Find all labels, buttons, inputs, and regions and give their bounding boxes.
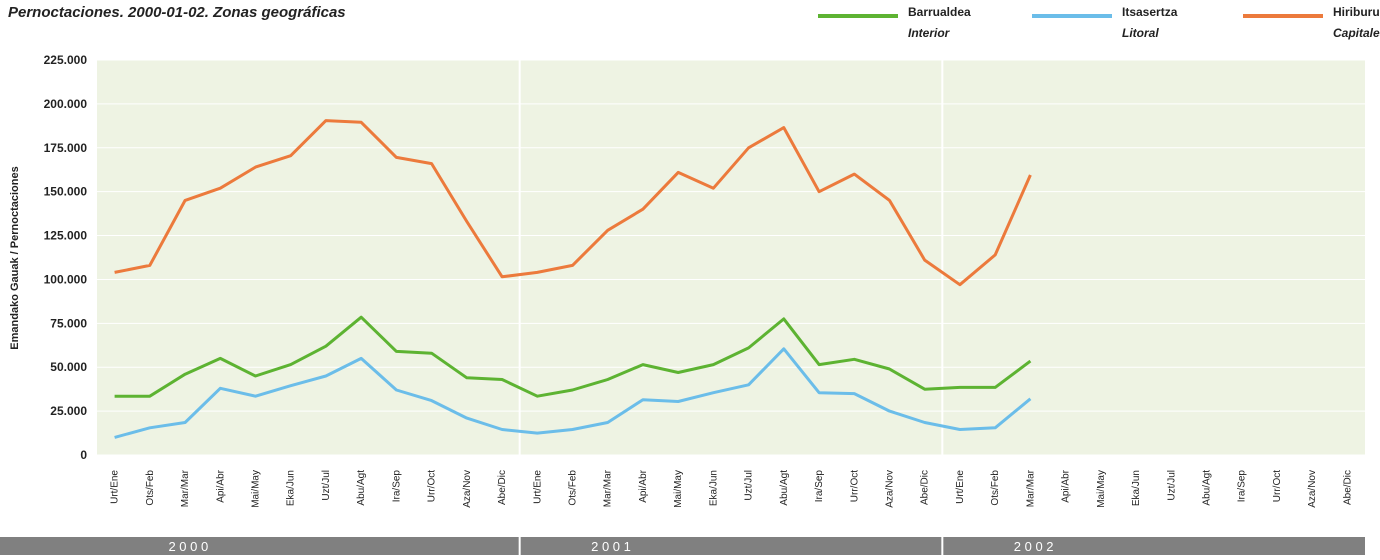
x-tick-label: Urr/Oct <box>849 470 860 502</box>
legend-label: Itsasertza <box>1122 5 1178 19</box>
x-tick-label: Eka/Jun <box>1131 470 1142 506</box>
x-tick-label: Urt/Ene <box>955 470 966 504</box>
year-band <box>943 537 1365 555</box>
y-tick-label: 100.000 <box>44 272 88 286</box>
legend-sublabel: Interior <box>908 26 951 40</box>
x-tick-label: Mar/Mar <box>603 469 614 507</box>
year-label: 2 0 0 0 <box>168 539 208 554</box>
x-tick-label: Abu/Agt <box>356 470 367 506</box>
x-tick-label: Eka/Jun <box>708 470 719 506</box>
x-tick-label: Abe/Dic <box>497 470 508 505</box>
x-tick-label: Urt/Ene <box>110 470 121 504</box>
y-tick-label: 175.000 <box>44 141 88 155</box>
year-label: 2 0 0 2 <box>1014 539 1054 554</box>
y-tick-label: 150.000 <box>44 185 88 199</box>
x-tick-label: Uzt/Jul <box>1166 470 1177 501</box>
y-tick-label: 225.000 <box>44 53 88 67</box>
year-band <box>0 537 519 555</box>
y-tick-label: 125.000 <box>44 229 88 243</box>
year-label: 2 0 0 1 <box>591 539 631 554</box>
x-tick-label: Mai/May <box>1096 470 1107 508</box>
x-tick-label: Abe/Dic <box>1342 470 1353 505</box>
x-tick-label: Abu/Agt <box>1202 470 1213 506</box>
series-line <box>114 315 1032 398</box>
legend-label: Barrualdea <box>908 5 971 19</box>
x-tick-label: Ira/Sep <box>814 470 825 503</box>
x-tick-label: Ots/Feb <box>568 470 579 506</box>
series-line <box>114 347 1032 439</box>
x-tick-label: Mar/Mar <box>1025 469 1036 507</box>
legend-sublabel: Capitales <box>1333 26 1380 40</box>
x-tick-label: Urr/Oct <box>1272 470 1283 502</box>
x-tick-label: Aza/Nov <box>885 470 896 508</box>
x-tick-label: Eka/Jun <box>286 470 297 506</box>
x-tick-label: Ira/Sep <box>391 470 402 503</box>
x-tick-label: Aza/Nov <box>462 470 473 508</box>
x-tick-label: Mai/May <box>673 470 684 508</box>
y-tick-label: 50.000 <box>50 360 87 374</box>
x-tick-label: Abe/Dic <box>920 470 931 505</box>
x-tick-label: Api/Abr <box>1061 469 1072 502</box>
plot-area <box>97 60 1365 455</box>
y-axis-label: Emandako Gauak / Pernoctaciones <box>9 166 21 349</box>
year-band <box>520 537 942 555</box>
legend-sublabel: Litoral <box>1122 26 1159 40</box>
series-line <box>114 119 1032 287</box>
y-tick-label: 0 <box>80 448 87 462</box>
x-tick-label: Mar/Mar <box>180 469 191 507</box>
x-tick-label: Abu/Agt <box>779 470 790 506</box>
y-tick-label: 25.000 <box>50 404 87 418</box>
x-tick-label: Api/Abr <box>215 469 226 502</box>
x-tick-label: Aza/Nov <box>1307 470 1318 508</box>
y-tick-label: 200.000 <box>44 97 88 111</box>
legend-label: Hiriburu <box>1333 5 1380 19</box>
chart-title: Pernoctaciones. 2000-01-02. Zonas geográ… <box>8 4 346 21</box>
x-tick-label: Uzt/Jul <box>321 470 332 501</box>
y-tick-label: 75.000 <box>50 316 87 330</box>
x-tick-label: Ira/Sep <box>1237 470 1248 503</box>
x-tick-label: Uzt/Jul <box>744 470 755 501</box>
x-tick-label: Mai/May <box>251 470 262 508</box>
x-tick-label: Ots/Feb <box>145 470 156 506</box>
x-tick-label: Api/Abr <box>638 469 649 502</box>
x-tick-label: Urr/Oct <box>427 470 438 502</box>
x-tick-label: Ots/Feb <box>990 470 1001 506</box>
x-tick-label: Urt/Ene <box>532 470 543 504</box>
